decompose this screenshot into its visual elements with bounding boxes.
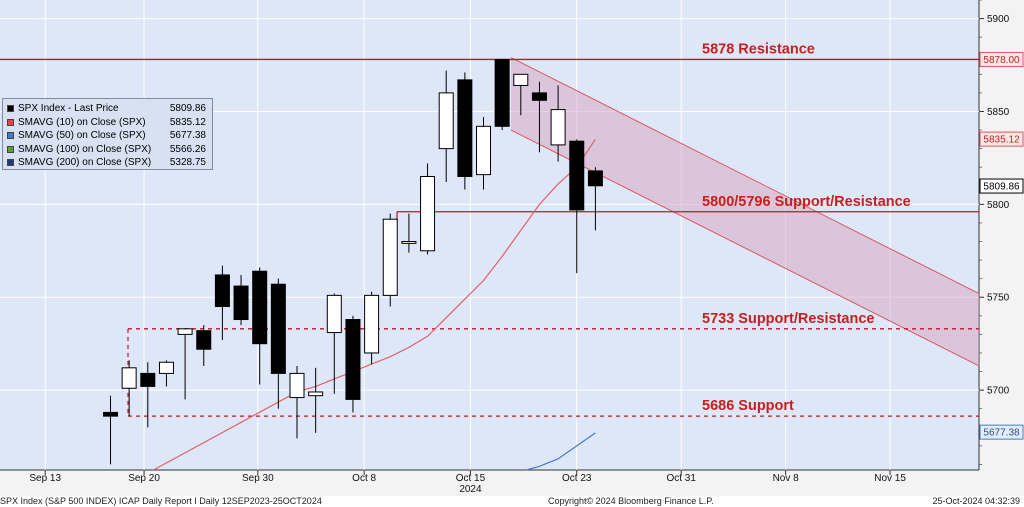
level-label: 5800/5796 Support/Resistance (702, 194, 911, 210)
x-tick-label: Sep 20 (128, 473, 160, 484)
candle-body (196, 330, 212, 350)
y-tick-label: 5700 (987, 386, 1010, 397)
candle-body (103, 411, 118, 417)
candle-body (420, 175, 436, 252)
x-tick-label: Oct 31 (666, 473, 696, 484)
x-tick-label: Sep 13 (29, 473, 61, 484)
footer-copyright: Copyright© 2024 Bloomberg Finance L.P. (548, 496, 714, 506)
candle-body (494, 58, 510, 127)
footer-source: SPX Index (S&P 500 INDEX) ICAP Daily Rep… (0, 496, 322, 506)
y-tick-label: 5900 (987, 14, 1010, 25)
price-tag-box (979, 131, 1024, 147)
candle-body (326, 294, 342, 334)
price-tag-label: 5878.00 (983, 55, 1020, 66)
sma-line (153, 138, 596, 471)
legend-value: 5809.86 (169, 103, 206, 115)
legend-entry: SMAVG (50) on Close (SPX) 5677.38 (7, 129, 212, 143)
legend-entry: SMAVG (10) on Close (SPX) 5835.12 (7, 116, 212, 130)
legend-label: SMAVG (10) on Close (SPX) (18, 116, 146, 128)
channel-upper-line (510, 57, 980, 294)
candlesticks (103, 58, 603, 465)
candle-body (569, 140, 585, 211)
y-tick-label: 5850 (987, 107, 1010, 118)
x-axis-panel (0, 470, 1024, 496)
price-tag-box (979, 424, 1024, 440)
candle-body (140, 372, 156, 387)
candle-body (587, 170, 603, 187)
candle-body (457, 79, 473, 177)
price-tags: 5878.00 5835.12 5809.86 5677.38 (979, 51, 1024, 440)
price-tag-box (979, 178, 1024, 194)
x-tick-label: Oct 8 (352, 473, 376, 484)
level-label: 5878 Resistance (702, 41, 815, 57)
y-axis-panel (979, 0, 1024, 470)
candle-body (382, 218, 398, 296)
price-tag-box (979, 51, 1024, 67)
legend-value: 5677.38 (169, 130, 206, 142)
legend-entry: SPX Index - Last Price 5809.86 (7, 102, 212, 116)
sma-line (526, 432, 596, 471)
candle-body (308, 391, 324, 397)
y-axis-ticks: 5700 5750 5800 5850 5900 (979, 0, 1010, 465)
legend-label: SMAVG (100) on Close (SPX) (18, 143, 152, 155)
level-label: 5686 Support (702, 398, 794, 414)
x-tick-label: Nov 15 (874, 473, 906, 484)
candle-body (177, 328, 193, 335)
legend-swatch (7, 132, 14, 140)
x-axis-ticks: Sep 13 Sep 20 Sep 30 Oct 8 Oct 15 Oct 23 Oct 3… (29, 470, 906, 495)
legend-value: 5835.12 (169, 116, 206, 128)
legend-label: SMAVG (200) on Close (SPX) (18, 157, 152, 169)
legend-entry: SMAVG (100) on Close (SPX) 5566.26 (7, 143, 212, 157)
candle-body (550, 109, 566, 146)
legend-swatch (7, 159, 14, 167)
candle-body (438, 92, 454, 150)
candle-body (531, 92, 547, 101)
level-label: 5733 Support/Resistance (702, 311, 874, 327)
price-chart: 5700 5750 5800 5850 5900 Sep 13 Sep 20 Sep 30 O… (0, 0, 1024, 496)
candle-body (513, 73, 529, 86)
footer: SPX Index (S&P 500 INDEX) ICAP Daily Rep… (0, 496, 1024, 507)
y-tick-label: 5750 (987, 293, 1010, 304)
x-tick-label: Oct 15 (456, 473, 486, 484)
price-tag-label: 5809.86 (983, 182, 1020, 193)
legend-swatch (7, 118, 14, 126)
legend-label: SPX Index - Last Price (18, 103, 119, 115)
legend-swatch (7, 145, 14, 153)
y-tick-label: 5800 (987, 200, 1010, 211)
x-tick-label: Oct 23 (562, 473, 592, 484)
price-tag-label: 5677.38 (983, 428, 1020, 439)
candle-body (401, 241, 417, 244)
candle-body (289, 372, 305, 399)
candle-body (364, 294, 380, 354)
candle-body (270, 283, 286, 374)
candle-body (345, 319, 361, 400)
legend-value: 5328.75 (169, 157, 206, 169)
candle-body (233, 285, 249, 321)
price-tag-label: 5835.12 (983, 135, 1020, 146)
x-tick-label: Nov 8 (773, 473, 800, 484)
candle-body (214, 274, 230, 308)
footer-timestamp: 25-Oct-2024 04:32:39 (932, 496, 1020, 506)
legend-entry: SMAVG (200) on Close (SPX) 5328.75 (7, 156, 212, 170)
legend-value: 5566.26 (169, 143, 206, 155)
x-year-label: 2024 (459, 484, 482, 495)
candle-body (158, 361, 174, 374)
candle-body (476, 125, 491, 176)
level-labels: 5878 Resistance 5800/5796 Support/Resista… (702, 41, 911, 414)
legend-label: SMAVG (50) on Close (SPX) (18, 130, 146, 142)
moving-averages (153, 138, 596, 471)
legend: SPX Index - Last Price 5809.86 SMAVG (10) … (2, 98, 213, 170)
channel-lower-line (510, 129, 980, 367)
candle-body (252, 270, 268, 345)
candle-body (121, 367, 137, 389)
legend-swatch (7, 105, 14, 113)
x-tick-label: Sep 30 (242, 473, 274, 484)
